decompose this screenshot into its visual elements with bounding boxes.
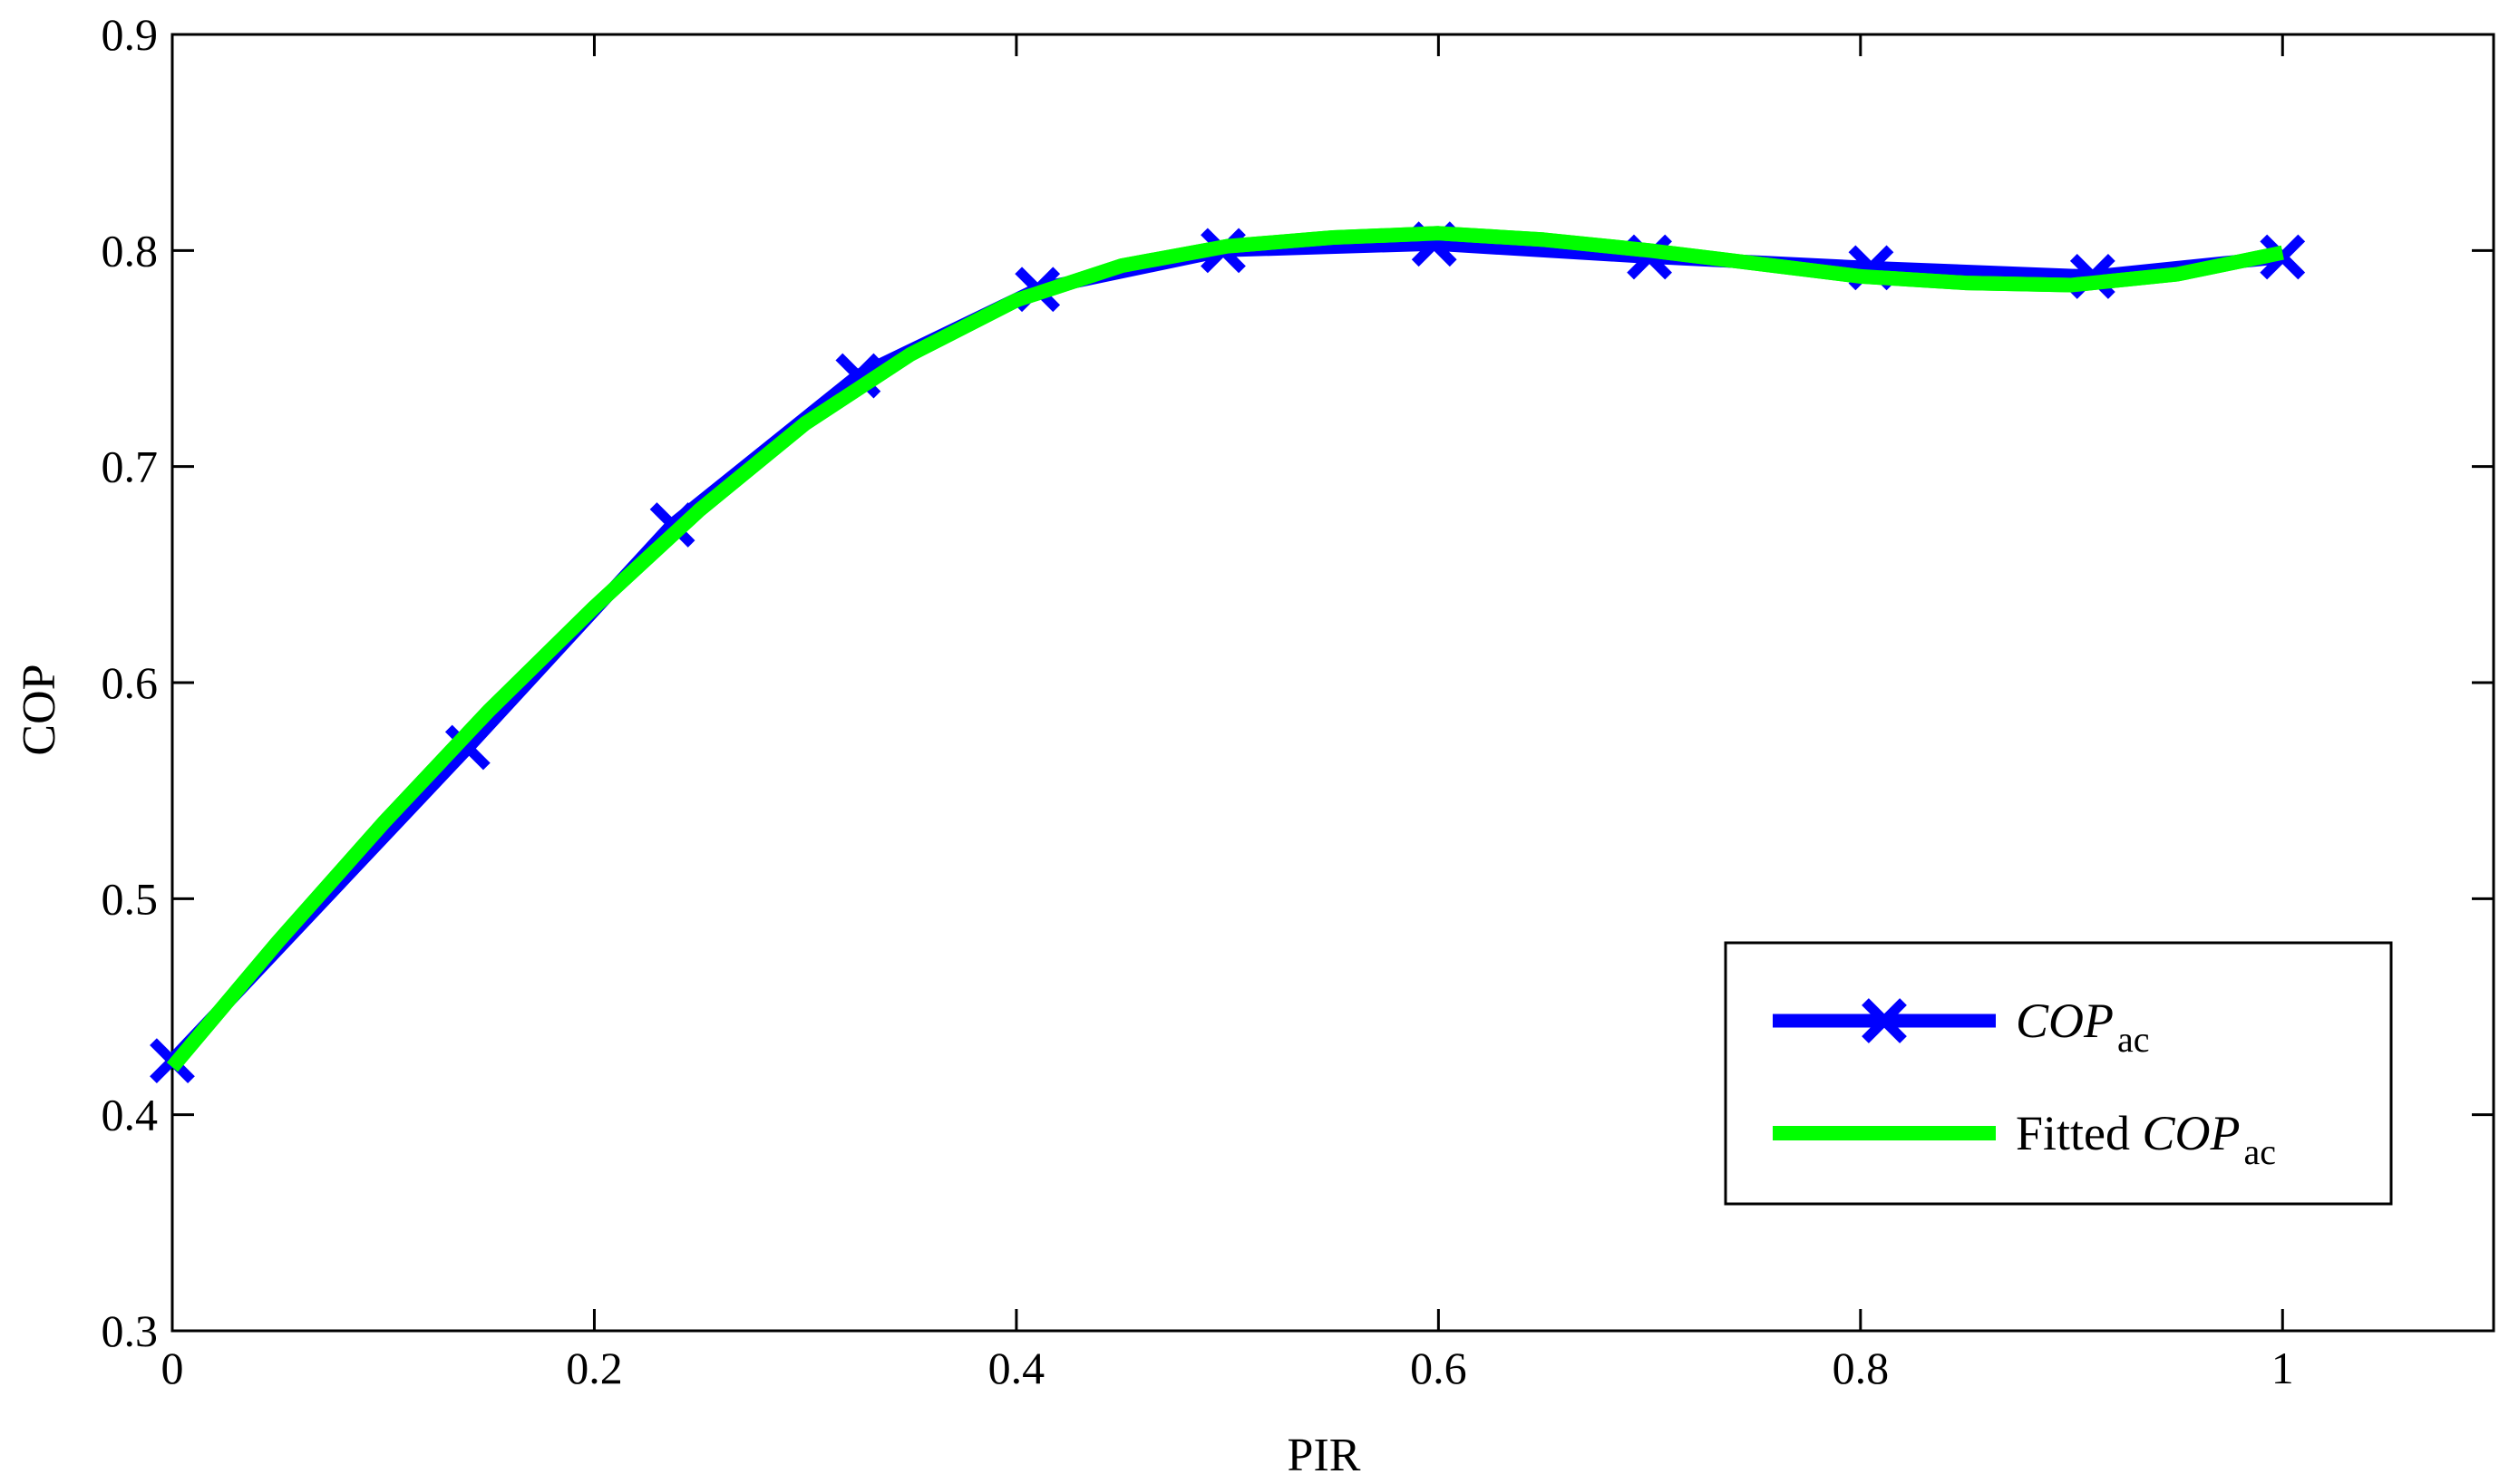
y-tick-label: 0.6 xyxy=(102,657,159,708)
axes-layer xyxy=(170,33,2495,1333)
y-tick-label: 0.9 xyxy=(102,9,159,60)
x-tick-label: 0.4 xyxy=(988,1343,1045,1393)
series-layer xyxy=(150,221,2306,1083)
legend-marker-cop-ac xyxy=(1862,998,1907,1043)
legend-label-fitted-cop-ac: Fitted COP ac xyxy=(2016,1106,2276,1172)
legend-label-sub: ac xyxy=(2117,1019,2150,1060)
x-tick-label: 0.8 xyxy=(1833,1343,1890,1393)
y-tick-label: 0.7 xyxy=(102,441,159,492)
x-tick-label: 1 xyxy=(2271,1343,2294,1393)
y-tick-label: 0.8 xyxy=(102,225,159,276)
data-point-cop-ac xyxy=(444,724,491,771)
x-tick-label: 0 xyxy=(161,1343,184,1393)
series-line-fitted-cop-ac-top xyxy=(166,226,2284,1072)
y-axis-label: COP xyxy=(14,664,65,755)
y-tick-label: 0.3 xyxy=(102,1305,159,1356)
x-tick-label: 0.2 xyxy=(566,1343,623,1393)
series-line-cop-ac xyxy=(167,237,2284,1066)
legend-label-main: COP xyxy=(2016,994,2114,1048)
x-axis-label: PIR xyxy=(1288,1430,1361,1481)
legend-label-prefix: Fitted xyxy=(2016,1106,2143,1160)
labels-layer: 0 0.2 0.4 0.6 0.8 1 0.3 0.4 0.5 0.6 0.7 0.8 0.9 PIR CO… xyxy=(14,9,2294,1481)
legend-box xyxy=(1724,941,2393,1206)
y-tick-label: 0.5 xyxy=(102,873,159,924)
legend-label-cop-ac: COP ac xyxy=(2016,994,2150,1060)
x-tick-label: 0.6 xyxy=(1410,1343,1467,1393)
legend-label-main: COP xyxy=(2143,1106,2241,1160)
legend-label-sub: ac xyxy=(2244,1131,2277,1172)
y-tick-label: 0.4 xyxy=(102,1090,159,1140)
